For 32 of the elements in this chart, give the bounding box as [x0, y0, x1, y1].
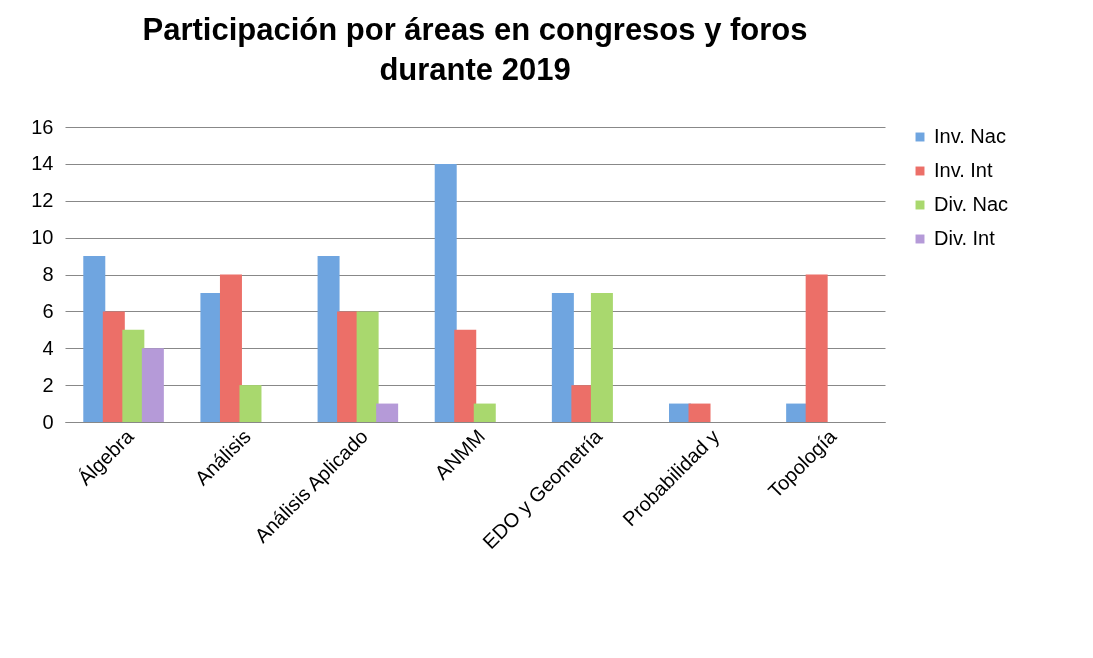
- bar: [200, 292, 223, 422]
- bar: [434, 163, 457, 422]
- legend-label: Inv. Int: [934, 159, 993, 181]
- bar: [317, 256, 340, 422]
- bar: [239, 385, 262, 422]
- bar: [83, 256, 106, 422]
- y-tick-label: 0: [42, 410, 54, 433]
- bar: [219, 274, 242, 422]
- y-tick-label: 16: [31, 115, 54, 138]
- bar: [473, 403, 496, 422]
- y-tick-label: 4: [42, 336, 54, 359]
- bar: [571, 385, 594, 422]
- bar: [337, 311, 360, 422]
- bar: [590, 292, 613, 422]
- y-tick-label: 2: [42, 373, 54, 396]
- legend-label: Div. Nac: [934, 193, 1009, 215]
- legend-label: Inv. Nac: [934, 125, 1006, 147]
- y-tick-label: 14: [31, 152, 54, 175]
- chart-title: Participación por áreas en congresos y foros durante 2019: [142, 12, 808, 87]
- bar: [141, 348, 164, 422]
- bar: [688, 403, 711, 422]
- bar: [551, 292, 574, 422]
- bar: [122, 329, 145, 422]
- bar: [805, 274, 828, 422]
- y-tick-label: 10: [31, 226, 54, 249]
- y-tick-label: 8: [42, 263, 54, 285]
- y-tick-label: 6: [42, 299, 54, 322]
- bar: [454, 329, 477, 422]
- bar: [356, 311, 379, 422]
- y-tick-label: 12: [31, 189, 54, 212]
- bar: [376, 403, 399, 422]
- legend-label: Div. Int: [934, 227, 996, 249]
